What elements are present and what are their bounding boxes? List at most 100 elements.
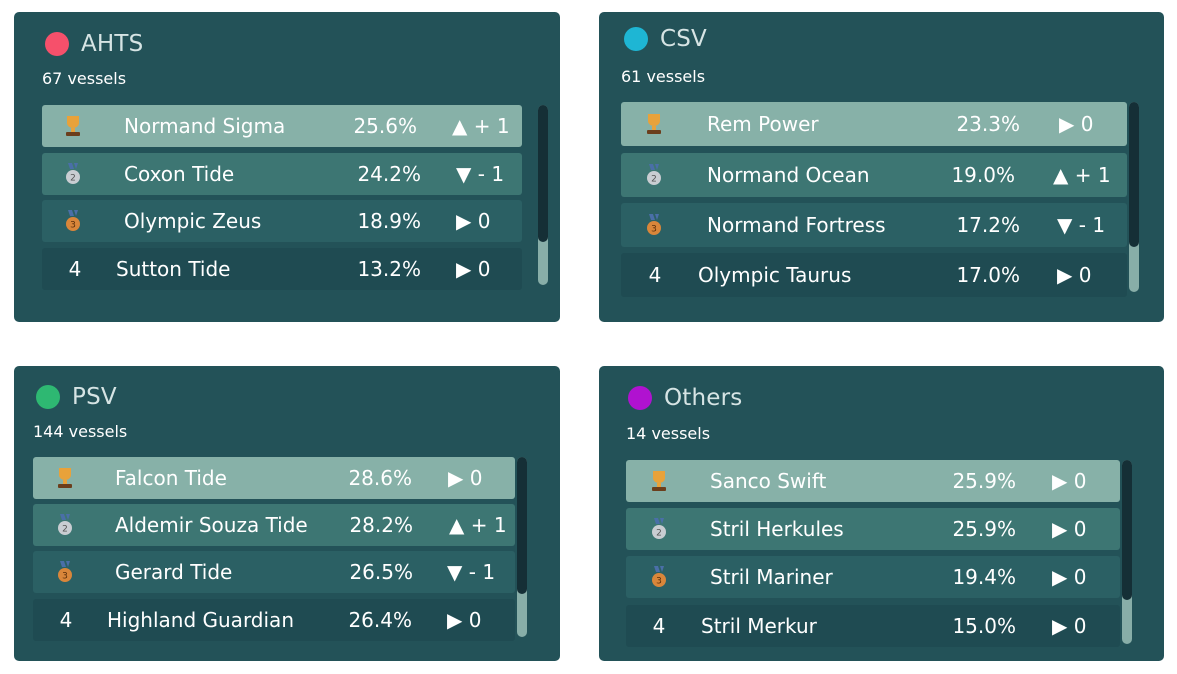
vessel-count: 61 vessels (621, 67, 706, 86)
scrollbar-thumb[interactable] (1122, 460, 1132, 600)
ranking-list[interactable]: Rem Power 23.3% ▶ 0 2 Normand Ocean 19.0… (621, 102, 1145, 297)
vessel-percentage: 23.3% (956, 112, 1020, 136)
vessel-percentage: 25.6% (353, 114, 417, 138)
svg-text:3: 3 (656, 577, 662, 587)
ranking-row[interactable]: 3 Gerard Tide 26.5% ▼ - 1 (33, 551, 515, 593)
vessel-name: Sutton Tide (116, 257, 231, 281)
rank-change: ▲ + 1 (1053, 163, 1111, 187)
vessel-count: 67 vessels (42, 69, 127, 88)
category-dot (628, 386, 652, 410)
ranking-row[interactable]: 4 Sutton Tide 13.2% ▶ 0 (42, 248, 522, 290)
rank-change: ▶ 0 (456, 209, 491, 233)
scrollbar-thumb[interactable] (517, 457, 527, 594)
ranking-row[interactable]: 4 Olympic Taurus 17.0% ▶ 0 (621, 253, 1127, 297)
ranking-row[interactable]: 2 Coxon Tide 24.2% ▼ - 1 (42, 153, 522, 195)
vessel-percentage: 17.0% (956, 263, 1020, 287)
rank-number: 4 (648, 263, 662, 287)
trophy-icon (621, 113, 687, 135)
scrollbar[interactable] (517, 457, 527, 637)
ranking-row[interactable]: 3 Normand Fortress 17.2% ▼ - 1 (621, 203, 1127, 247)
vessel-percentage: 26.4% (348, 608, 412, 632)
vessel-percentage: 15.0% (952, 614, 1016, 638)
rank-change: ▶ 0 (1052, 517, 1087, 541)
ranking-row[interactable]: Rem Power 23.3% ▶ 0 (621, 102, 1127, 146)
svg-text:2: 2 (656, 529, 662, 539)
vessel-name: Stril Merkur (701, 614, 817, 638)
silver-medal-icon: 2 (626, 518, 692, 540)
scrollbar[interactable] (1122, 460, 1132, 644)
ranking-row[interactable]: Sanco Swift 25.9% ▶ 0 (626, 460, 1120, 502)
rank-change: ▲ + 1 (449, 513, 507, 537)
ranking-row[interactable]: Falcon Tide 28.6% ▶ 0 (33, 457, 515, 499)
scrollbar-thumb[interactable] (1129, 102, 1139, 247)
vessel-name: Sanco Swift (710, 469, 827, 493)
vessel-percentage: 25.9% (952, 469, 1016, 493)
ranking-list[interactable]: Sanco Swift 25.9% ▶ 0 2 Stril Herkules 2… (626, 460, 1134, 647)
vessel-name: Normand Sigma (124, 114, 286, 138)
ranking-row[interactable]: 4 Stril Merkur 15.0% ▶ 0 (626, 605, 1120, 647)
vessel-name: Stril Mariner (710, 565, 833, 589)
card-header: AHTS (45, 31, 143, 57)
bronze-medal-icon: 3 (33, 561, 97, 583)
svg-text:3: 3 (62, 572, 68, 582)
ranking-row[interactable]: 3 Stril Mariner 19.4% ▶ 0 (626, 556, 1120, 598)
ranking-row[interactable]: 2 Aldemir Souza Tide 28.2% ▲ + 1 (33, 504, 515, 546)
card-title: PSV (72, 384, 117, 410)
csv-card: CSV 61 vessels Rem Power 23.3% ▶ 0 2 Nor… (599, 12, 1164, 322)
rank-number: 4 (59, 608, 73, 632)
ranking-list[interactable]: Falcon Tide 28.6% ▶ 0 2 Aldemir Souza Ti… (33, 457, 529, 641)
rank-change: ▶ 0 (1059, 112, 1094, 136)
vessel-name: Olympic Zeus (124, 209, 262, 233)
svg-text:2: 2 (651, 175, 657, 185)
svg-text:3: 3 (651, 225, 657, 235)
rank-change: ▶ 0 (1052, 565, 1087, 589)
vessel-percentage: 19.4% (952, 565, 1016, 589)
rank-change: ▶ 0 (448, 466, 483, 490)
vessel-percentage: 25.9% (952, 517, 1016, 541)
rank-change: ▼ - 1 (1057, 213, 1106, 237)
ranking-row[interactable]: 2 Stril Herkules 25.9% ▶ 0 (626, 508, 1120, 550)
ranking-row[interactable]: Normand Sigma 25.6% ▲ + 1 (42, 105, 522, 147)
bronze-medal-icon: 3 (42, 210, 104, 232)
card-title: CSV (660, 26, 707, 52)
scrollbar-thumb[interactable] (538, 105, 548, 242)
vessel-percentage: 24.2% (357, 162, 421, 186)
rank-change: ▶ 0 (447, 608, 482, 632)
vessel-name: Highland Guardian (107, 608, 294, 632)
vessel-name: Normand Fortress (707, 213, 886, 237)
trophy-icon (42, 115, 104, 137)
rank-change: ▲ + 1 (452, 114, 510, 138)
card-header: PSV (36, 384, 117, 410)
svg-text:2: 2 (70, 174, 76, 184)
vessel-name: Gerard Tide (115, 560, 233, 584)
vessel-name: Coxon Tide (124, 162, 235, 186)
ahts-card: AHTS 67 vessels Normand Sigma 25.6% ▲ + … (14, 12, 560, 322)
category-dot (624, 27, 648, 51)
bronze-medal-icon: 3 (626, 566, 692, 588)
rank-change: ▶ 0 (456, 257, 491, 281)
vessel-percentage: 13.2% (357, 257, 421, 281)
card-title: AHTS (81, 31, 144, 57)
scrollbar[interactable] (538, 105, 548, 285)
svg-text:2: 2 (62, 525, 68, 535)
ranking-row[interactable]: 4 Highland Guardian 26.4% ▶ 0 (33, 599, 515, 641)
vessel-name: Aldemir Souza Tide (115, 513, 308, 537)
vessel-name: Normand Ocean (707, 163, 870, 187)
vessel-name: Stril Herkules (710, 517, 844, 541)
ranking-row[interactable]: 3 Olympic Zeus 18.9% ▶ 0 (42, 200, 522, 242)
vessel-count: 144 vessels (33, 422, 128, 441)
vessel-percentage: 26.5% (349, 560, 413, 584)
svg-text:3: 3 (70, 221, 76, 231)
rank-change: ▼ - 1 (456, 162, 505, 186)
trophy-icon (33, 467, 97, 489)
ranking-row[interactable]: 2 Normand Ocean 19.0% ▲ + 1 (621, 153, 1127, 197)
vessel-percentage: 19.0% (951, 163, 1015, 187)
card-title: Others (664, 385, 743, 411)
category-dot (45, 32, 69, 56)
rank-change: ▶ 0 (1057, 263, 1092, 287)
scrollbar[interactable] (1129, 102, 1139, 292)
card-header: CSV (624, 26, 707, 52)
ranking-list[interactable]: Normand Sigma 25.6% ▲ + 1 2 Coxon Tide 2… (42, 105, 548, 290)
vessel-percentage: 28.6% (348, 466, 412, 490)
vessel-name: Rem Power (707, 112, 819, 136)
